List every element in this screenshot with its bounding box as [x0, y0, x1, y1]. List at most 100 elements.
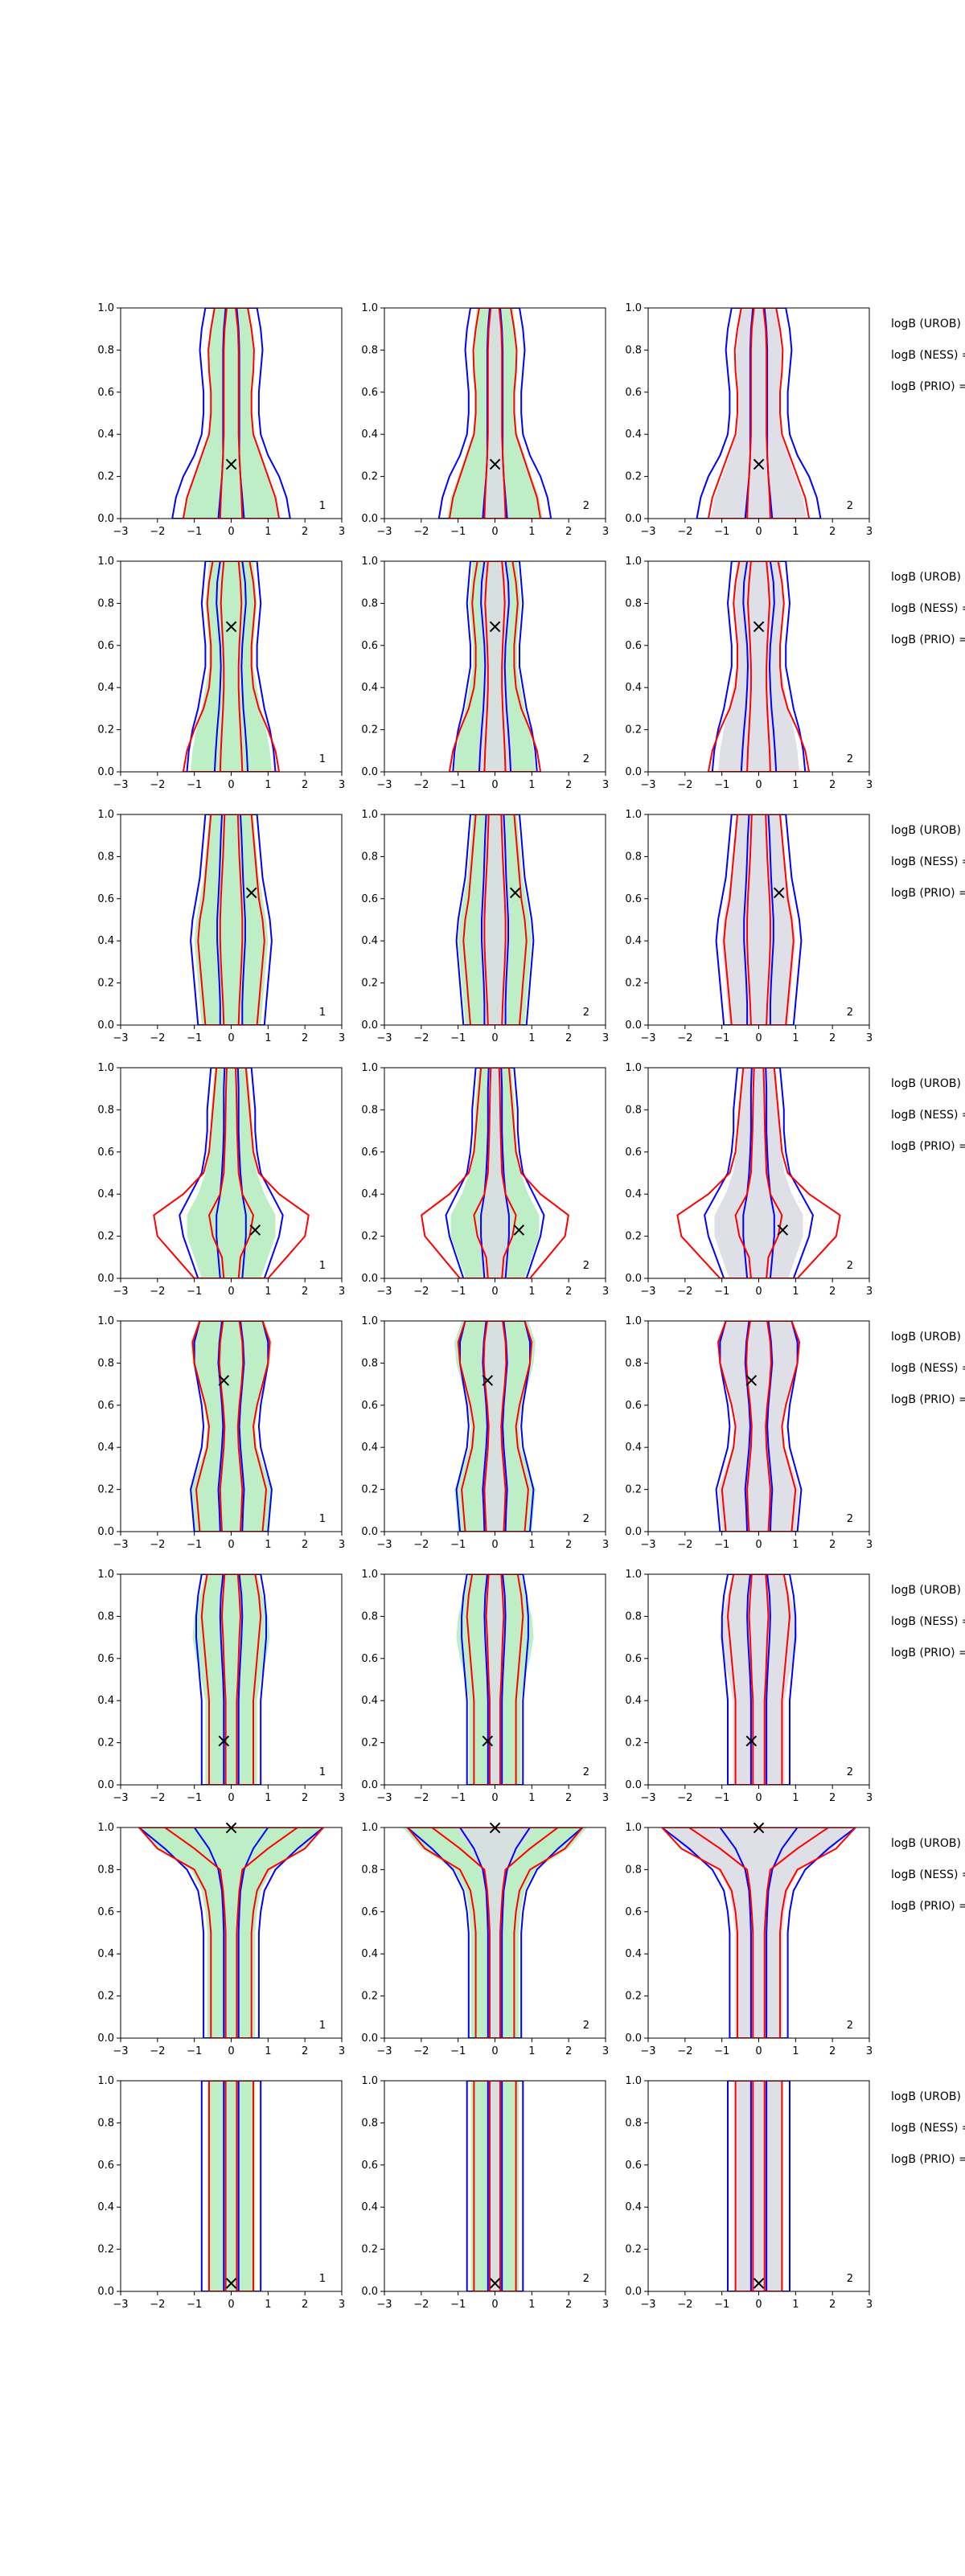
x-tick-label: 2 [565, 1539, 572, 1551]
x-tick-label: −2 [150, 1032, 165, 1044]
density-fill-inner [478, 1068, 511, 1278]
y-tick-label: 0.0 [625, 1019, 642, 1032]
corner-label: 2 [847, 2020, 853, 2032]
x-tick-label: 0 [228, 2045, 234, 2057]
side-label: logB (UROB) = [891, 1077, 965, 1090]
y-tick-label: 0.0 [361, 2032, 378, 2045]
corner-label: 1 [319, 1513, 326, 1525]
density-fill [194, 814, 269, 1025]
y-tick-label: 0.8 [625, 597, 642, 609]
x-tick-label: 1 [265, 1792, 271, 1804]
marker: × [247, 1219, 263, 1241]
x-tick-label: −3 [113, 1286, 128, 1298]
blue-contour-outer [190, 814, 273, 1025]
y-tick-label: 0.2 [361, 471, 378, 483]
x-tick-label: −1 [450, 1286, 466, 1298]
x-tick-label: −1 [714, 1792, 729, 1804]
x-tick-label: −1 [450, 2299, 466, 2311]
x-tick-label: −1 [714, 1032, 729, 1044]
y-tick-label: 1.0 [625, 2075, 642, 2087]
x-tick-label: 2 [302, 526, 308, 538]
red-contour-inner [688, 1827, 830, 2038]
marker: × [487, 2272, 503, 2295]
x-tick-label: 3 [602, 779, 609, 791]
corner-label: 1 [319, 1766, 326, 1778]
y-tick-label: 0.4 [361, 1695, 378, 1707]
corner-label: 2 [583, 1007, 589, 1019]
x-tick-label: 0 [491, 526, 498, 538]
x-tick-label: 1 [265, 2045, 271, 2057]
corner-label: 2 [583, 1260, 589, 1272]
density-fill [720, 1574, 798, 1785]
x-tick-label: −3 [640, 1032, 655, 1044]
y-tick-label: 0.6 [625, 2160, 642, 2172]
blue-contour-outer [171, 308, 291, 519]
blue-contour-inner [216, 814, 246, 1025]
red-contour-outer [138, 1827, 325, 2038]
y-tick-label: 0.0 [625, 1273, 642, 1285]
subplot-r6-c3: × −3 −2 −1 0 1 2 3 0.0 0.2 0.4 0.6 0.8 1.0 2 [625, 1569, 873, 1804]
corner-label: 1 [319, 2020, 326, 2032]
side-label: logB (NESS) = [891, 602, 965, 615]
x-tick-label: −3 [113, 1792, 128, 1804]
y-tick-label: 0.0 [361, 1273, 378, 1285]
y-tick-label: 0.8 [97, 1864, 114, 1876]
x-tick-label: 3 [866, 526, 873, 538]
side-label: logB (PRIO) = [891, 1140, 965, 1153]
x-tick-label: 2 [829, 1286, 836, 1298]
x-tick-label: 2 [829, 526, 836, 538]
x-tick-label: −2 [677, 1286, 692, 1298]
side-label: logB (UROB) = [891, 571, 965, 584]
red-contour-inner [219, 561, 244, 772]
subplot-r5-c2: × −3 −2 −1 0 1 2 3 0.0 0.2 0.4 0.6 0.8 1.0 2 [361, 1315, 609, 1551]
x-tick-label: −3 [113, 1032, 128, 1044]
blue-contour-outer [715, 1321, 803, 1532]
x-tick-label: 3 [339, 526, 345, 538]
y-tick-label: 0.6 [625, 893, 642, 905]
y-tick-label: 0.8 [625, 2117, 642, 2129]
red-contour-inner [746, 308, 771, 519]
corner-label: 2 [847, 1513, 853, 1525]
density-fill [718, 561, 799, 772]
subplot-r1-c1: × −3 −2 −1 0 1 2 3 0.0 0.2 0.4 0.6 0.8 1.0 1 [97, 302, 345, 538]
plot-area [192, 1574, 270, 1785]
blue-contour-inner [744, 1321, 774, 1532]
blue-contour-inner [217, 1321, 245, 1532]
blue-contour-inner [719, 1827, 799, 2038]
y-tick-label: 0.6 [625, 1653, 642, 1665]
red-contour-inner [224, 2081, 238, 2291]
x-tick-label: −3 [376, 1032, 392, 1044]
red-contour-inner [485, 1574, 505, 1785]
x-tick-label: 2 [302, 1032, 308, 1044]
x-tick-label: −3 [376, 526, 392, 538]
y-tick-label: 0.8 [361, 597, 378, 609]
y-tick-label: 0.2 [625, 2244, 642, 2256]
y-tick-label: 0.0 [361, 2286, 378, 2298]
x-tick-label: 3 [602, 2299, 609, 2311]
y-tick-label: 0.8 [361, 1864, 378, 1876]
x-tick-label: 2 [829, 1792, 836, 1804]
y-tick-label: 0.4 [625, 682, 642, 694]
density-fill-inner [454, 1827, 536, 2038]
x-tick-label: 2 [302, 1792, 308, 1804]
y-tick-label: 0.6 [97, 1653, 114, 1665]
density-fill [718, 1321, 799, 1532]
y-tick-label: 0.0 [97, 766, 114, 778]
red-contour-outer [182, 308, 281, 519]
x-tick-label: −3 [640, 2299, 655, 2311]
red-contour-outer [421, 1068, 569, 1278]
x-tick-label: −1 [714, 526, 729, 538]
y-tick-label: 0.8 [361, 2117, 378, 2129]
y-tick-label: 0.2 [97, 1484, 114, 1496]
marker: × [774, 1219, 790, 1241]
red-contour-outer [406, 1827, 584, 2038]
corner-label: 2 [583, 500, 589, 512]
marker: × [507, 881, 524, 904]
x-tick-label: 1 [265, 1032, 271, 1044]
red-contour-outer [153, 1068, 310, 1278]
y-tick-label: 0.2 [625, 978, 642, 990]
density-fill [734, 2081, 783, 2291]
density-fill-inner [482, 1574, 507, 1785]
y-tick-label: 0.6 [361, 893, 378, 905]
